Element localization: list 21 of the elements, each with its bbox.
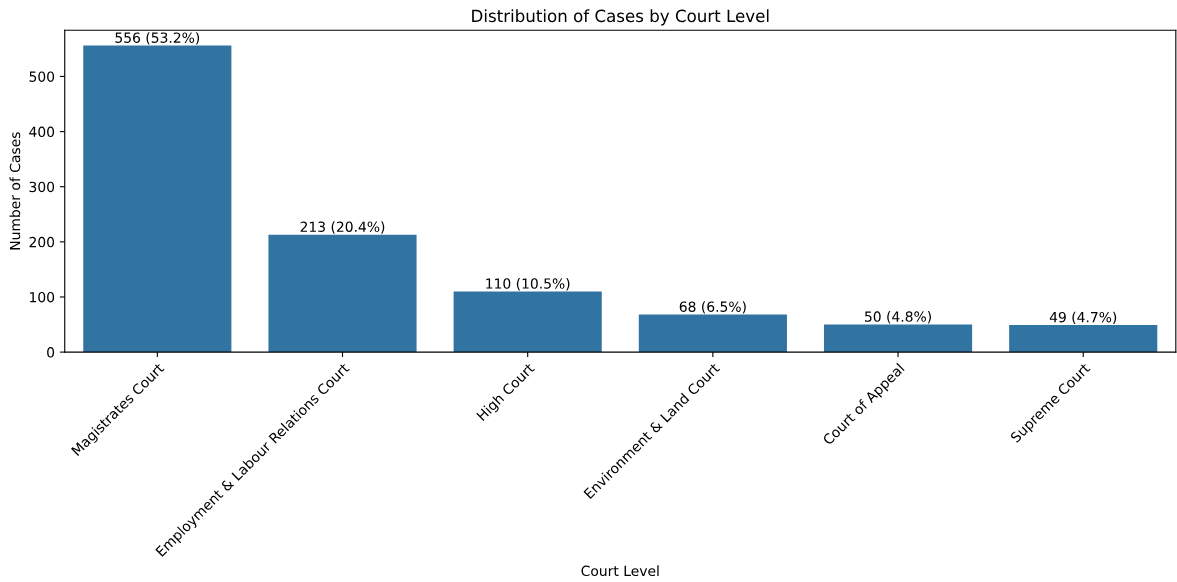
data-label: 49 (4.7%) xyxy=(1049,311,1117,325)
bar xyxy=(268,234,417,353)
y-tick-label: 500 xyxy=(29,71,55,82)
bar xyxy=(1009,325,1158,353)
data-label: 50 (4.8%) xyxy=(865,311,931,324)
bar xyxy=(83,45,232,353)
bar xyxy=(638,314,787,353)
bar xyxy=(453,291,602,353)
bar xyxy=(823,324,973,353)
y-tick-label: 200 xyxy=(29,236,55,248)
data-label: 556 (53.2%) xyxy=(115,32,200,45)
data-label: 213 (20.4%) xyxy=(300,221,385,234)
y-tick-label: 0 xyxy=(47,347,55,358)
y-axis-title: Number of Cases xyxy=(9,132,21,250)
y-tick-label: 400 xyxy=(29,126,55,138)
data-label: 110 (10.5%) xyxy=(486,278,570,291)
chart-title: Distribution of Cases by Court Level xyxy=(472,9,769,26)
y-tick-label: 300 xyxy=(29,181,55,193)
data-label: 68 (6.5%) xyxy=(679,301,746,314)
y-tick-label: 100 xyxy=(30,291,55,303)
x-axis-title: Court Level xyxy=(581,565,659,577)
